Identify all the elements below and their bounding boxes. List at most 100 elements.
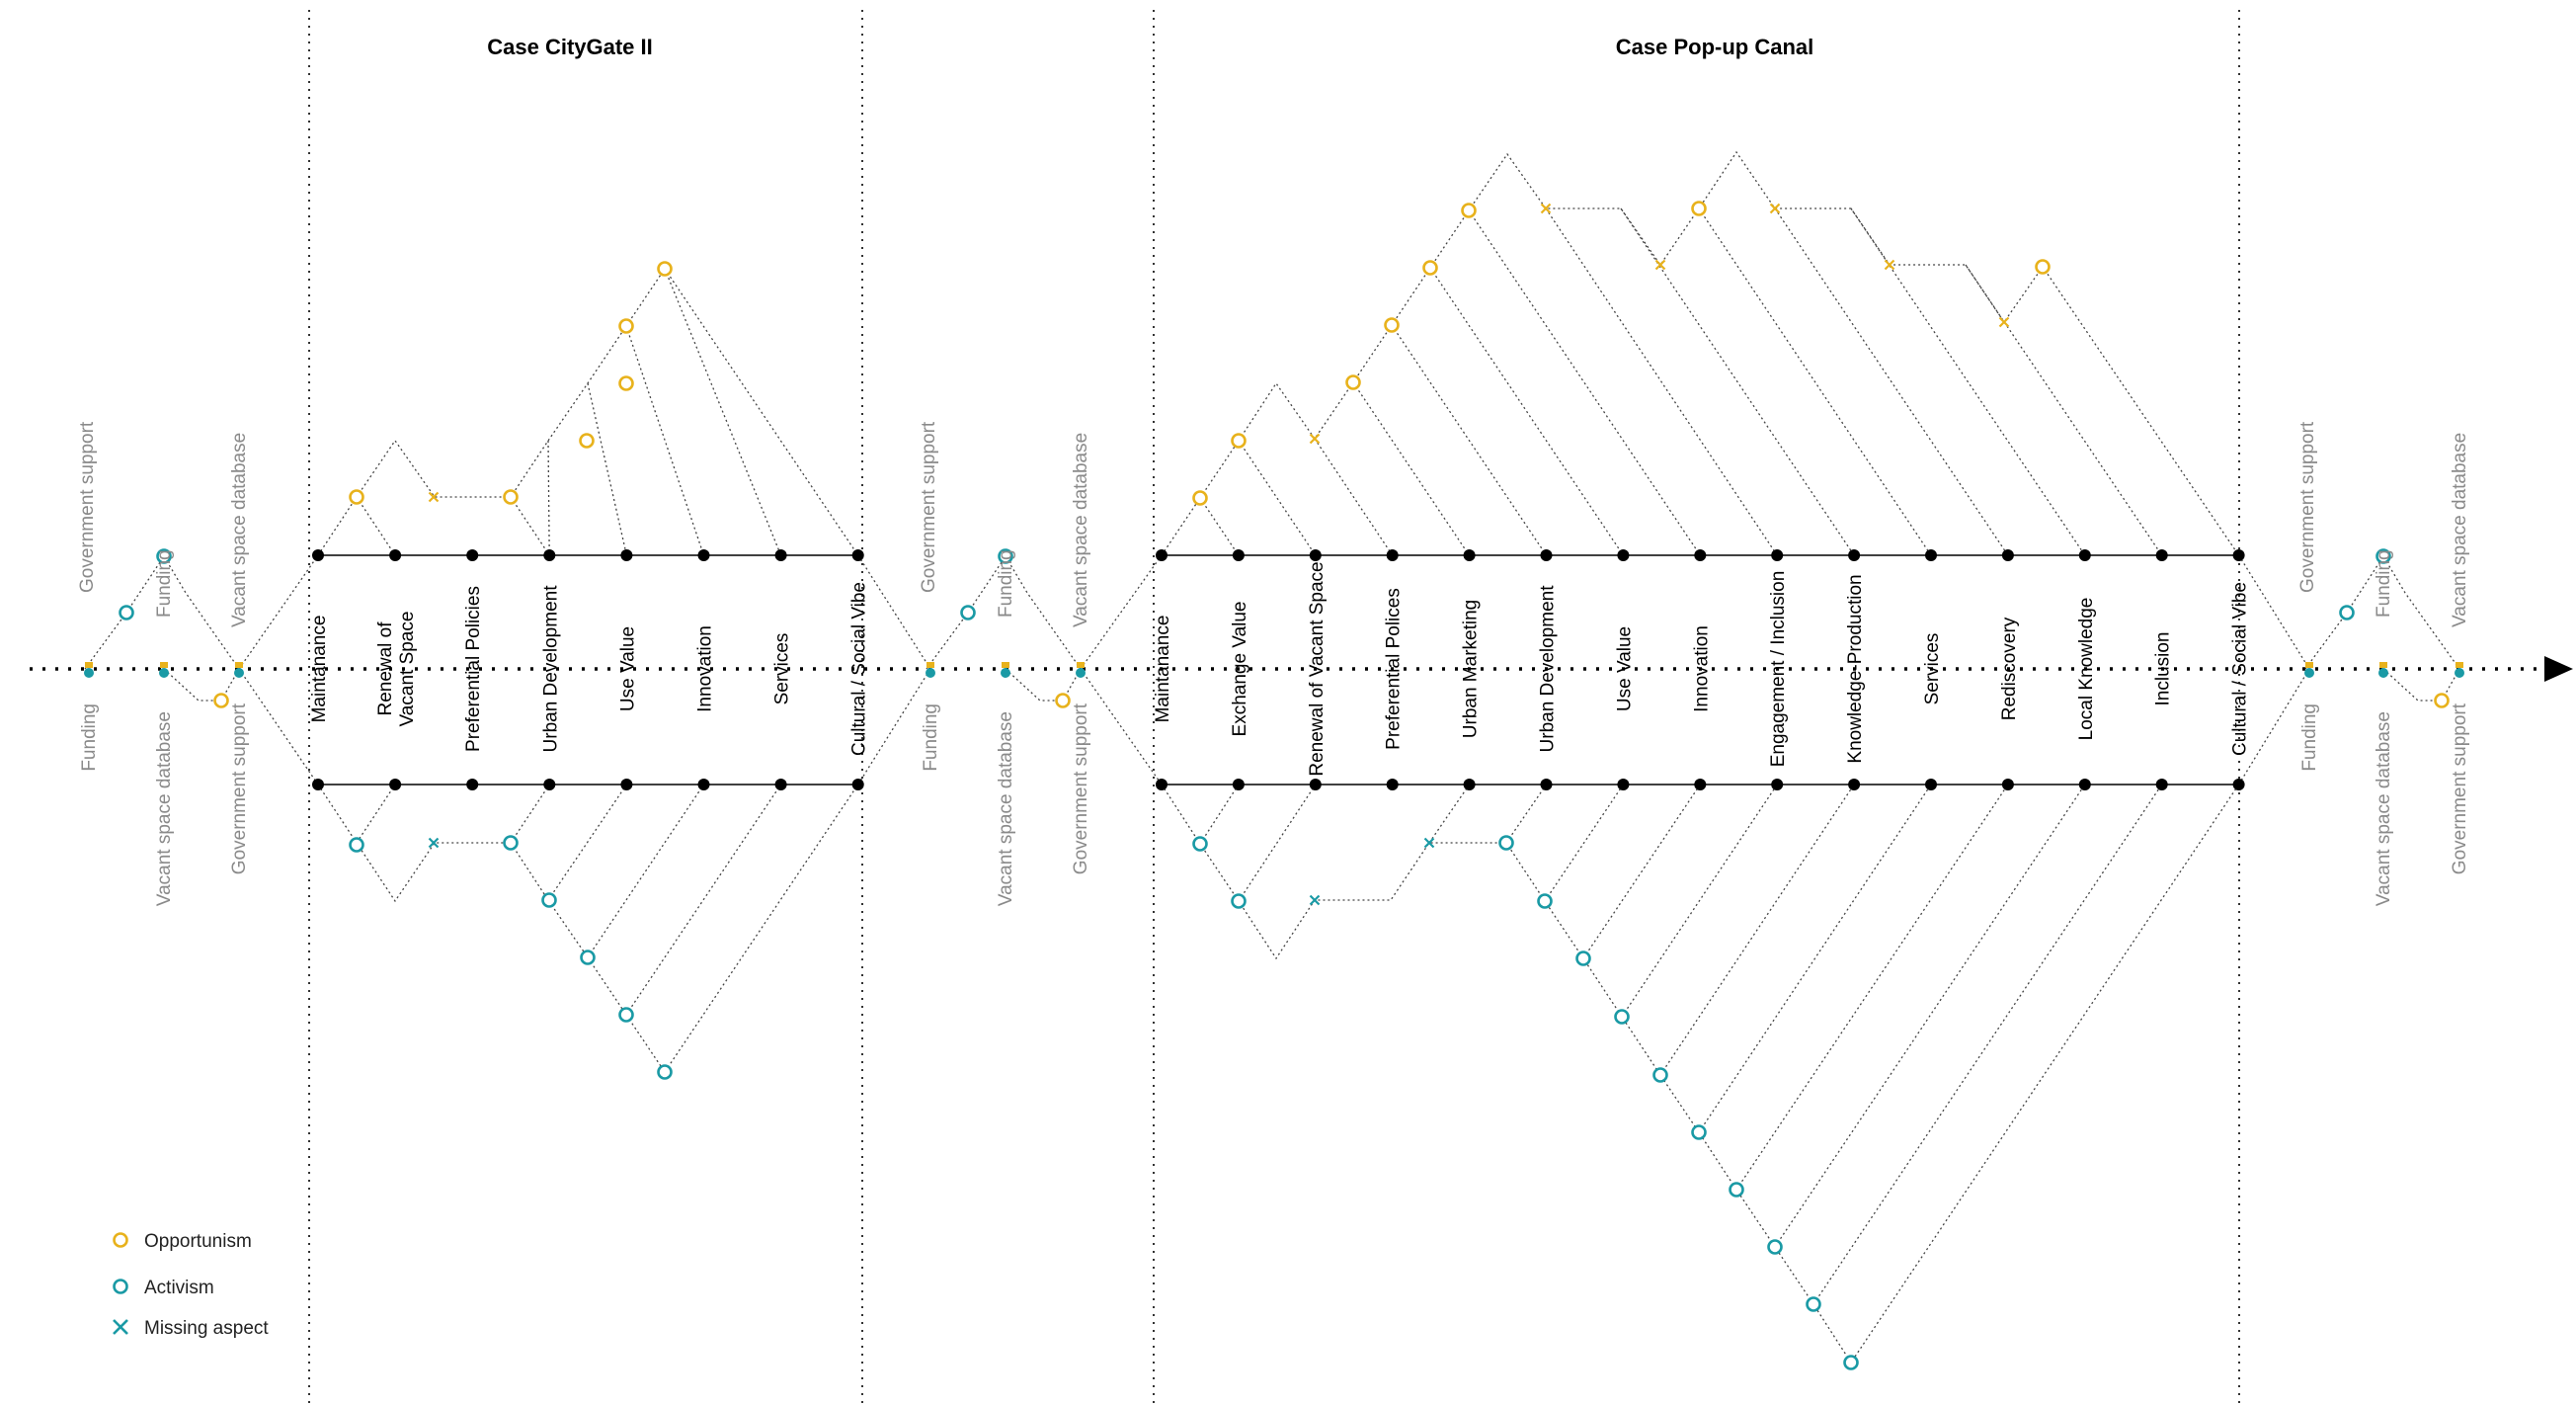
aspect-node (1386, 549, 1399, 561)
aspect-label: Renewal of Vacant Space (1307, 561, 1328, 776)
dotted-link (510, 496, 550, 556)
dotted-link (625, 325, 705, 556)
dotted-link (587, 784, 705, 958)
legend: Opportunism Activism Missing aspect (113, 1231, 269, 1339)
aspect-label: Preferential Policies (463, 586, 484, 752)
side-label-above-0: Government support (2297, 421, 2318, 593)
aspect-node (543, 549, 556, 561)
opportunism-ring (213, 693, 229, 708)
dotted-link (1468, 209, 1701, 556)
axis-marker (1001, 668, 1010, 678)
aspect-node (2232, 549, 2245, 561)
aspect-node (1848, 779, 1861, 790)
aspect-node (2155, 779, 2168, 790)
dotted-link (1352, 381, 1470, 556)
aspect-node (466, 549, 479, 561)
axis-marker (85, 662, 93, 668)
opportunism-ring (2035, 259, 2051, 275)
aspect-label: Use Value (1614, 626, 1635, 711)
side-label-below-1: Vacant space database (996, 711, 1016, 906)
cross-stroke (1423, 837, 1435, 849)
aspect-label: Renewal of (375, 621, 396, 716)
aspect-node (543, 779, 556, 790)
opportunism-ring (1192, 490, 1208, 506)
dotted-link (1812, 784, 2163, 1305)
aspect-node (1309, 779, 1322, 790)
axis-marker (235, 662, 243, 668)
dotted-link (1774, 784, 2086, 1248)
aspect-label: Innovation (695, 625, 716, 712)
aspect-node (312, 549, 324, 561)
dotted-link (857, 668, 931, 786)
cross-stroke (1654, 259, 1666, 271)
aspect-node (1232, 549, 1245, 561)
side-label-below-0: Funding (921, 703, 941, 772)
dotted-link (1582, 784, 1701, 959)
aspect-label: Exchange Value (1230, 602, 1250, 737)
activism-ring (119, 605, 134, 620)
aspect-node (620, 549, 633, 561)
activism-ring (1537, 893, 1553, 909)
case-citygate-title: Case CityGate II (487, 35, 653, 59)
opportunism-ring (618, 375, 634, 391)
aspect-node (1617, 549, 1630, 561)
missing-aspect-cross (1423, 837, 1435, 849)
axis-marker (2304, 668, 2314, 678)
opportunism-ring (1384, 317, 1400, 333)
missing-aspect-cross (1540, 203, 1552, 214)
cross-stroke (1884, 259, 1895, 271)
aspect-node (2001, 779, 2014, 790)
dotted-link (2382, 668, 2442, 702)
axis-marker (2305, 662, 2313, 668)
aspect-label: Urban Development (540, 585, 561, 753)
aspect-label: Maintanance (1153, 616, 1173, 723)
dotted-link (1735, 784, 2009, 1191)
aspect-node (774, 779, 787, 790)
circle-activism-icon (113, 1279, 128, 1294)
aspect-node (851, 549, 864, 561)
aspect-node (466, 779, 479, 790)
aspect-label: Rediscovery (1999, 617, 2020, 720)
activism-ring (998, 548, 1013, 564)
axis-marker (2379, 662, 2387, 668)
aspect-node (1156, 549, 1167, 561)
opportunism-ring (2434, 693, 2450, 708)
dotted-link (1238, 440, 1317, 556)
activism-ring (618, 1007, 634, 1023)
opportunism-ring (1345, 374, 1361, 390)
legend-missing-label: Missing aspect (144, 1318, 269, 1339)
aspect-label: Services (772, 633, 793, 705)
legend-opportunism-label: Opportunism (144, 1231, 252, 1252)
cross-stroke (1998, 316, 2010, 328)
activism-ring (156, 548, 172, 564)
aspect-node (1463, 549, 1476, 561)
aspect-label: Knowledge-Production (1845, 574, 1866, 763)
side-label-above-0: Government support (77, 421, 98, 593)
dotted-link (356, 496, 396, 556)
side-label-below-2: Government support (229, 703, 250, 874)
dotted-link (1698, 207, 1932, 556)
activism-ring (2339, 605, 2355, 620)
axis-marker (2378, 668, 2388, 678)
activism-ring (2375, 548, 2391, 564)
dotted-link (625, 784, 782, 1016)
side-label-below-2: Government support (2450, 703, 2470, 874)
side-label-above-0: Government support (919, 421, 939, 593)
axis-marker (2455, 662, 2463, 668)
missing-aspect-cross (1998, 316, 2010, 328)
dotted-link (1698, 784, 1932, 1133)
activism-ring (1729, 1182, 1744, 1198)
aspect-label: Use Value (617, 626, 638, 711)
cross-stroke (428, 837, 440, 849)
dotted-connections (84, 150, 2460, 1365)
timeline-arrow-icon (2544, 656, 2573, 682)
side-label-above-1: Funding (996, 549, 1016, 618)
aspect-node (2155, 549, 2168, 561)
axis-marker (160, 662, 168, 668)
aspect-label: Cultural / Social Vibe (2230, 582, 2251, 756)
markers (84, 201, 2464, 1370)
axis-marker (926, 662, 934, 668)
dotted-link (1429, 267, 1624, 556)
cross-stroke (1309, 433, 1321, 445)
